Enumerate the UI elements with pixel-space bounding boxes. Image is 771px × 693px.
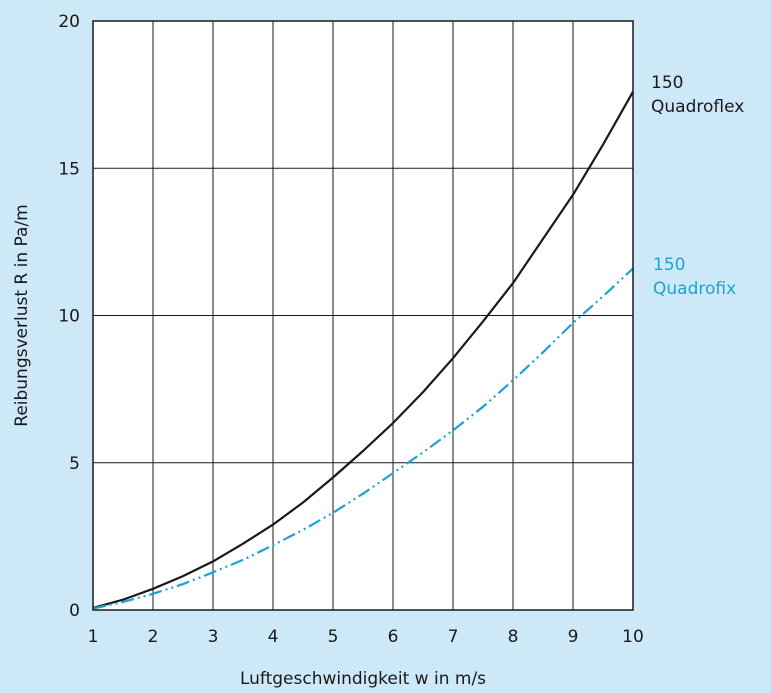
grid bbox=[93, 21, 633, 610]
y-tick-label: 20 bbox=[58, 12, 80, 32]
series-label-line1: 150 bbox=[653, 255, 685, 275]
x-tick-label: 10 bbox=[622, 627, 644, 647]
series-line-1 bbox=[92, 267, 634, 610]
x-tick-label: 3 bbox=[208, 627, 219, 647]
series-layer bbox=[92, 91, 634, 610]
y-tick-label: 0 bbox=[69, 601, 80, 621]
y-tick-labels: 0 5 10 15 20 bbox=[58, 12, 80, 621]
plot-frame bbox=[92, 20, 634, 611]
y-tick-label: 15 bbox=[58, 159, 80, 179]
x-tick-label: 9 bbox=[568, 627, 579, 647]
series-label-quadrofix: 150 Quadrofix bbox=[653, 255, 736, 299]
x-tick-label: 6 bbox=[388, 627, 399, 647]
x-axis-label: Luftgeschwindigkeit w in m/s bbox=[240, 669, 486, 689]
y-tick-label: 10 bbox=[58, 307, 80, 327]
series-label-line1: 150 bbox=[651, 73, 683, 93]
series-label-line2: Quadrofix bbox=[653, 279, 736, 299]
x-tick-label: 7 bbox=[448, 627, 459, 647]
y-tick-label: 5 bbox=[69, 454, 80, 474]
series-label-quadroflex: 150 Quadroflex bbox=[651, 73, 744, 117]
x-tick-label: 8 bbox=[508, 627, 519, 647]
series-label-line2: Quadroflex bbox=[651, 97, 744, 117]
y-axis-label: Reibungsverlust R in Pa/m bbox=[12, 204, 32, 426]
x-tick-label: 5 bbox=[328, 627, 339, 647]
x-tick-label: 4 bbox=[268, 627, 279, 647]
series-line-0 bbox=[92, 91, 634, 609]
x-tick-labels: 1 2 3 4 5 6 7 8 9 10 bbox=[88, 627, 644, 647]
x-tick-label: 1 bbox=[88, 627, 99, 647]
x-tick-label: 2 bbox=[148, 627, 159, 647]
